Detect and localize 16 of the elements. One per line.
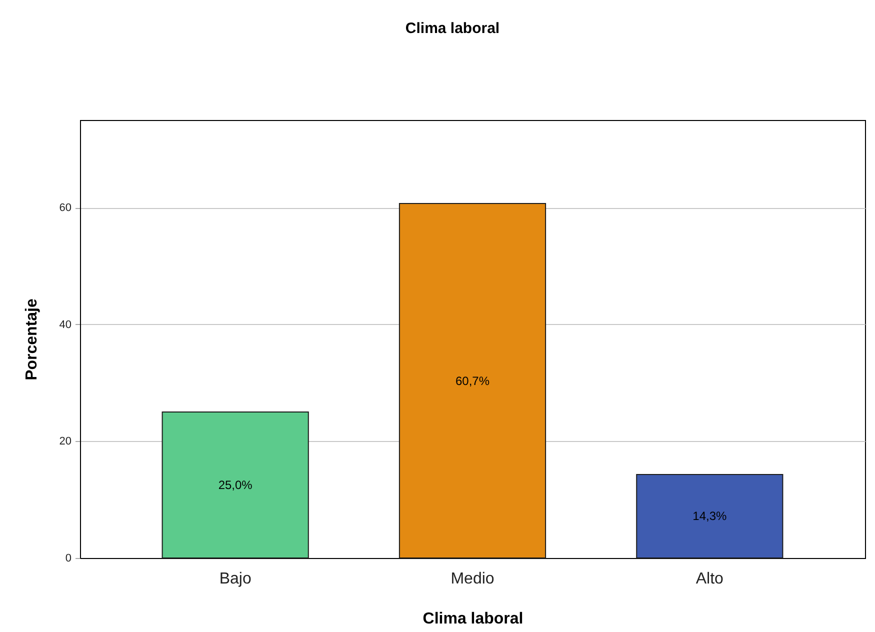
y-tick-label: 20 — [59, 436, 72, 448]
bar — [636, 474, 784, 558]
x-tick-label: Alto — [696, 570, 724, 588]
x-tick-label: Medio — [450, 570, 494, 588]
data-label: 25,0% — [218, 478, 253, 492]
y-tick-label: 0 — [65, 552, 72, 564]
bar — [398, 203, 546, 558]
y-axis-title: Porcentaje — [23, 298, 40, 380]
y-tick-label: 40 — [59, 318, 72, 331]
y-tick-label: 60 — [59, 202, 72, 214]
chart-title: Clima laboral — [405, 20, 500, 37]
bar — [162, 412, 309, 558]
data-label: 14,3% — [692, 509, 727, 524]
data-label: 60,7% — [455, 374, 490, 388]
x-axis-title: Clima laboral — [422, 610, 524, 628]
x-tick-label: Bajo — [219, 570, 252, 588]
